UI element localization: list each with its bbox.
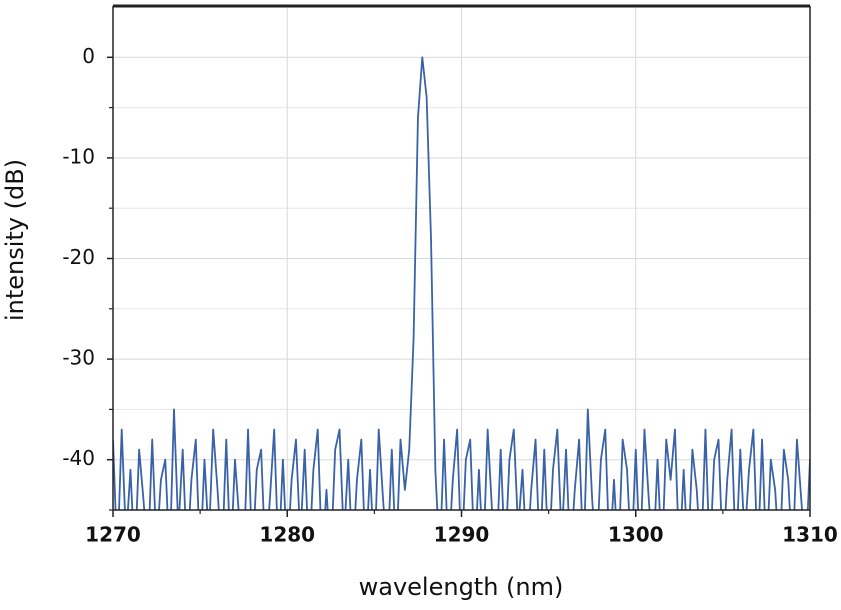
x-axis-label: wavelength (nm) [359, 573, 564, 601]
x-tick-label: 1290 [434, 523, 490, 547]
spectrum-line [113, 56, 810, 510]
x-tick-label: 1300 [608, 523, 664, 547]
y-tick-label: -40 [62, 446, 95, 470]
plot-area [113, 56, 810, 510]
y-tick-label: 0 [82, 44, 95, 68]
y-axis-label: intensity (dB) [1, 159, 29, 321]
y-tick-label: -10 [62, 144, 95, 168]
y-tick-label: -30 [62, 346, 95, 370]
x-tick-label: 1270 [85, 523, 141, 547]
x-tick-label: 1280 [259, 523, 315, 547]
x-tick-label: 1310 [782, 523, 838, 547]
y-tick-label: -20 [62, 245, 95, 269]
